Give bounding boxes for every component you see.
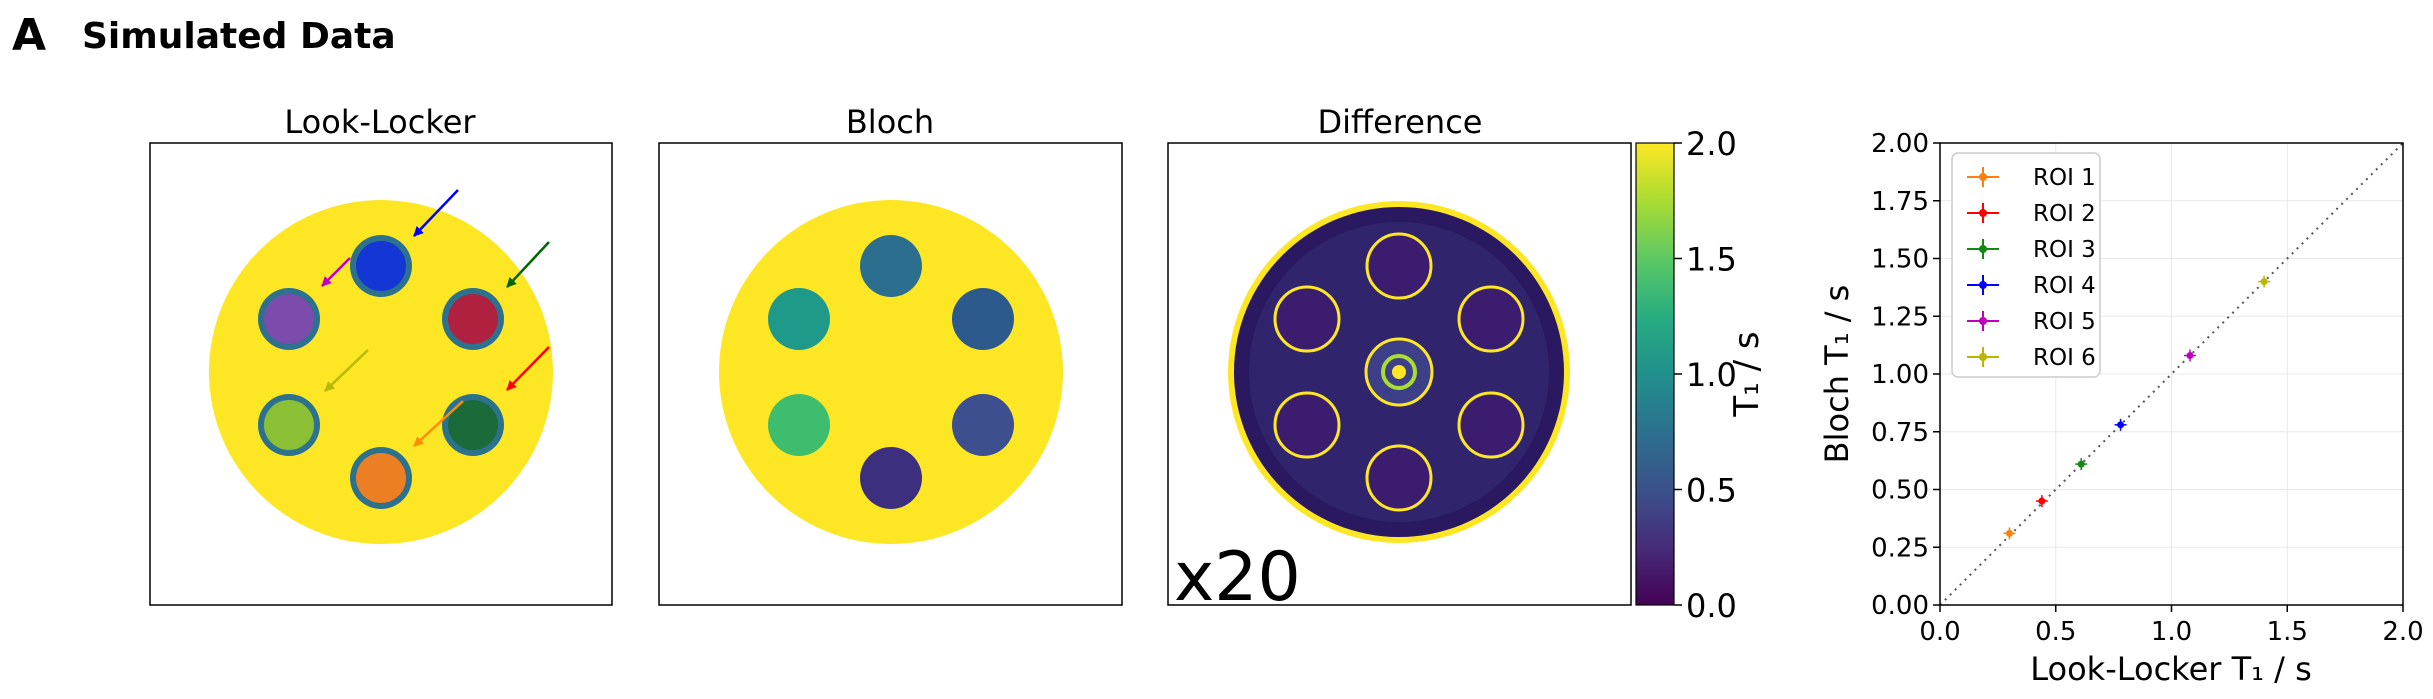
vial <box>264 294 314 344</box>
difference-vial-ring <box>1457 391 1525 459</box>
y-tick-label: 1.25 <box>1871 302 1929 332</box>
look-locker-panel: Look-Locker <box>149 103 613 606</box>
data-point <box>2184 349 2197 362</box>
difference-center-inner <box>1381 354 1417 390</box>
bloch-panel: Bloch <box>658 103 1123 606</box>
y-tick-label: 0.75 <box>1871 418 1929 448</box>
difference-vial-ring <box>1365 444 1433 512</box>
vial <box>860 447 922 509</box>
x-tick-label: 2.0 <box>2382 617 2423 647</box>
vial <box>264 400 314 450</box>
vial <box>356 453 406 503</box>
arrow <box>324 349 369 392</box>
legend-entry: ROI 4 <box>1967 273 2096 299</box>
data-point <box>2114 418 2127 431</box>
difference-vial-ring <box>1273 391 1341 459</box>
colorbar-label: T₁ / s <box>1727 331 1767 417</box>
y-tick-label: 0.00 <box>1871 591 1929 621</box>
vial <box>768 394 830 456</box>
x-axis-label: Look-Locker T₁ / s <box>2030 650 2312 688</box>
difference-rings <box>1273 232 1525 512</box>
figure-title: Simulated Data <box>82 16 396 57</box>
y-tick-label: 2.00 <box>1871 129 1929 159</box>
vial <box>448 294 498 344</box>
phantom-disk <box>209 200 553 544</box>
data-point <box>2075 458 2088 471</box>
arrow <box>506 346 550 391</box>
legend-marker-dot <box>1979 317 1987 325</box>
colorbar-tick-label: 0.5 <box>1686 472 1737 510</box>
y-tick-label: 0.50 <box>1871 476 1929 506</box>
vial <box>860 235 922 297</box>
x-tick-label: 1.5 <box>2267 617 2308 647</box>
legend-label: ROI 5 <box>2033 309 2096 335</box>
difference-vial-ring <box>1365 232 1433 300</box>
data-point <box>2003 527 2016 540</box>
legend-label: ROI 2 <box>2033 201 2096 227</box>
legend-marker-dot <box>1979 245 1987 253</box>
y-tick-label: 1.75 <box>1871 187 1929 217</box>
legend-marker-dot <box>1979 209 1987 217</box>
bloch-title: Bloch <box>846 103 934 141</box>
colorbar-tick-label: 0.0 <box>1686 587 1737 625</box>
look-locker-title: Look-Locker <box>284 103 476 141</box>
look-locker-arrows <box>321 189 550 447</box>
legend-marker-dot <box>1979 173 1987 181</box>
legend-entry: ROI 6 <box>1967 345 2096 371</box>
data-point <box>2035 495 2048 508</box>
scatter-points <box>2003 275 2271 540</box>
legend-entry: ROI 1 <box>1967 165 2096 191</box>
colorbar-tick-label: 2.0 <box>1686 125 1737 163</box>
legend-entry: ROI 2 <box>1967 201 2096 227</box>
data-point <box>2258 275 2271 288</box>
vial <box>448 400 498 450</box>
x-tick-label: 1.0 <box>2151 617 2192 647</box>
difference-panel: Difference x20 <box>1167 103 1632 617</box>
colorbar-tick-label: 1.0 <box>1686 356 1737 394</box>
scatter-ticks: 0.0 0.5 1.0 1.5 2.0 0.00 0.25 0.50 0.75 1.00 1.25 1… <box>1871 129 2424 647</box>
legend: ROI 1 ROI 2 ROI 3 ROI 4 ROI 5 ROI 6 <box>1951 152 2101 378</box>
difference-vial-ring <box>1457 285 1525 353</box>
x-tick-label: 0.5 <box>2035 617 2076 647</box>
bloch-vials <box>768 235 1014 509</box>
panel-letter: A <box>12 10 46 61</box>
y-tick-label: 0.25 <box>1871 533 1929 563</box>
x-tick-label: 0.0 <box>1919 617 1960 647</box>
vial <box>768 288 830 350</box>
vial <box>356 241 406 291</box>
difference-vial-ring <box>1273 285 1341 353</box>
colorbar-ticks: 0.0 0.5 1.0 1.5 2.0 <box>1674 125 1737 625</box>
arrow <box>506 241 550 288</box>
arrow <box>413 400 464 447</box>
look-locker-vials <box>258 235 504 509</box>
difference-title: Difference <box>1318 103 1483 141</box>
legend-label: ROI 4 <box>2033 273 2096 299</box>
colorbar: 0.0 0.5 1.0 1.5 2.0 T₁ / s <box>1635 125 1767 625</box>
difference-scale-label: x20 <box>1174 538 1301 617</box>
vial <box>952 288 1014 350</box>
arrow <box>413 189 459 237</box>
colorbar-tick-label: 1.5 <box>1686 241 1737 279</box>
difference-center-dot <box>1392 365 1406 379</box>
y-tick-label: 1.00 <box>1871 360 1929 390</box>
legend-entry: ROI 3 <box>1967 237 2096 263</box>
legend-label: ROI 3 <box>2033 237 2096 263</box>
legend-entry: ROI 5 <box>1967 309 2096 335</box>
scatter-plot: 0.0 0.5 1.0 1.5 2.0 0.00 0.25 0.50 0.75 1.00 1.25 1… <box>1818 129 2424 688</box>
arrow <box>321 257 351 287</box>
legend-label: ROI 1 <box>2033 165 2096 191</box>
y-axis-label: Bloch T₁ / s <box>1818 285 1856 464</box>
vial <box>952 394 1014 456</box>
legend-label: ROI 6 <box>2033 345 2096 371</box>
legend-marker-dot <box>1979 353 1987 361</box>
legend-entries: ROI 1 ROI 2 ROI 3 ROI 4 ROI 5 ROI 6 <box>1967 165 2096 371</box>
colorbar-gradient <box>1635 142 1675 606</box>
legend-marker-dot <box>1979 281 1987 289</box>
phantom-disk <box>719 200 1063 544</box>
y-tick-label: 1.50 <box>1871 245 1929 275</box>
